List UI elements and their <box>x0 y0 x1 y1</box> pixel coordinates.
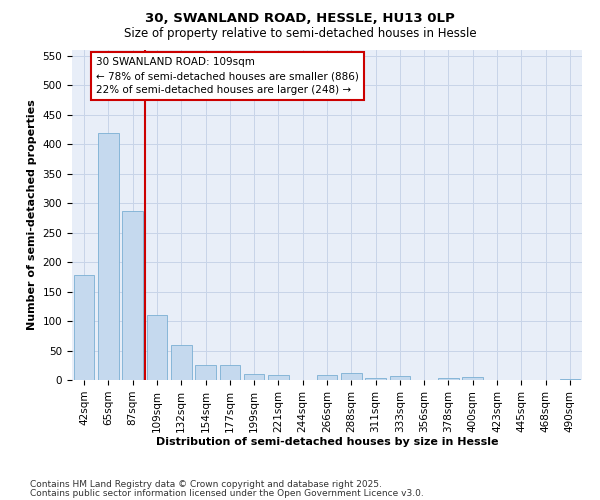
Bar <box>98 132 119 380</box>
Bar <box>341 373 362 380</box>
Bar <box>438 378 459 380</box>
Text: Contains HM Land Registry data © Crown copyright and database right 2025.: Contains HM Land Registry data © Crown c… <box>30 480 382 489</box>
Bar <box>560 379 580 380</box>
Text: Contains public sector information licensed under the Open Government Licence v3: Contains public sector information licen… <box>30 488 424 498</box>
Bar <box>195 366 216 380</box>
Bar <box>146 315 167 380</box>
Bar <box>122 211 143 380</box>
Bar <box>389 376 410 380</box>
Text: Size of property relative to semi-detached houses in Hessle: Size of property relative to semi-detach… <box>124 28 476 40</box>
Bar <box>463 377 483 380</box>
Bar <box>317 376 337 380</box>
Y-axis label: Number of semi-detached properties: Number of semi-detached properties <box>27 100 37 330</box>
Bar <box>268 376 289 380</box>
Bar <box>220 366 240 380</box>
Bar <box>74 275 94 380</box>
Bar <box>171 345 191 380</box>
Text: 30 SWANLAND ROAD: 109sqm
← 78% of semi-detached houses are smaller (886)
22% of : 30 SWANLAND ROAD: 109sqm ← 78% of semi-d… <box>96 57 359 95</box>
Text: 30, SWANLAND ROAD, HESSLE, HU13 0LP: 30, SWANLAND ROAD, HESSLE, HU13 0LP <box>145 12 455 26</box>
Bar <box>244 374 265 380</box>
Bar <box>365 378 386 380</box>
X-axis label: Distribution of semi-detached houses by size in Hessle: Distribution of semi-detached houses by … <box>156 438 498 448</box>
